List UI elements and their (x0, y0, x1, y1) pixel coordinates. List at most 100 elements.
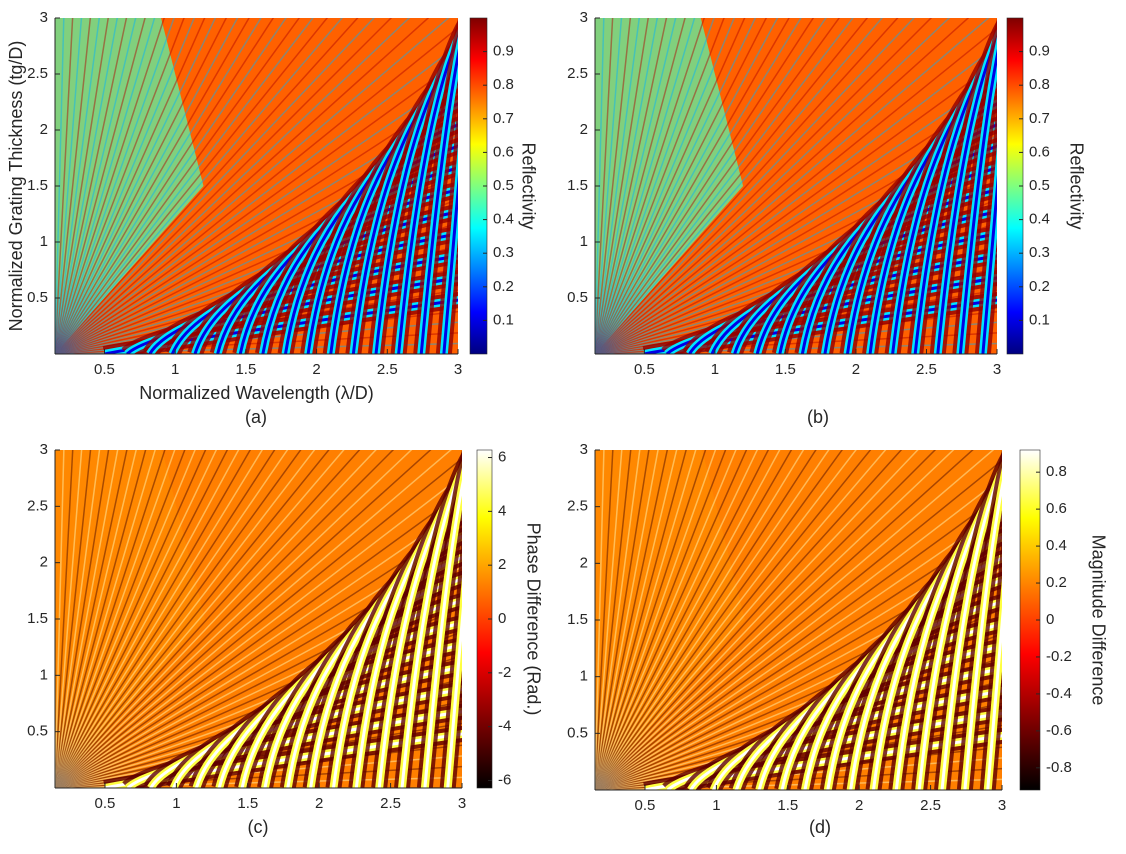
heatmap-texture (595, 450, 872, 790)
y-tick-label: 3 (580, 441, 588, 458)
heatmap-texture (55, 18, 359, 354)
heatmap-texture (55, 18, 65, 354)
heatmap-texture (55, 18, 128, 354)
heatmap-band (423, 479, 462, 788)
colorbar-tick-label: 0 (498, 610, 506, 627)
heatmap-band (917, 477, 1002, 790)
y-tick-label: 3 (580, 9, 588, 26)
heatmap-texture (55, 18, 156, 354)
x-tick-label: 1 (171, 361, 179, 378)
heatmap-texture (55, 450, 432, 788)
heatmap-texture (595, 539, 1002, 790)
heatmap-texture (595, 18, 746, 354)
heatmap-texture (595, 18, 802, 354)
colorbar-tick-label: 0.6 (1046, 500, 1067, 517)
colorbar-label: Phase Difference (Rad.) (523, 523, 543, 716)
heatmap-texture (595, 450, 687, 790)
heatmap-texture (55, 18, 411, 354)
heatmap-texture (595, 18, 779, 354)
heatmap-texture (595, 18, 899, 354)
colorbar-label: Magnitude Difference (1088, 535, 1108, 706)
heatmap-region (55, 18, 204, 354)
heatmap-texture (55, 450, 186, 788)
heatmap-region (55, 450, 205, 788)
heatmap-texture (55, 450, 413, 788)
heatmap-texture (595, 18, 668, 354)
heatmap-texture (55, 450, 101, 788)
colorbar-tick-label: 0.7 (1029, 110, 1050, 127)
heatmap-texture (55, 18, 393, 354)
heatmap-texture (595, 27, 997, 354)
heatmap-texture (55, 18, 250, 354)
heatmap-texture (55, 18, 301, 354)
heatmap-texture (595, 18, 970, 354)
heatmap-texture (595, 18, 632, 354)
heatmap-band (442, 174, 458, 354)
heatmap-band (644, 298, 997, 354)
colorbar-tick-label: 0.4 (1029, 211, 1050, 228)
colorbar-tick-label: 0.5 (493, 177, 514, 194)
heatmap-texture (55, 450, 330, 788)
heatmap-texture (55, 18, 239, 354)
colorbar-tick-label: -0.2 (1046, 648, 1072, 665)
heatmap-texture (595, 18, 677, 354)
x-tick-label: 3 (458, 795, 466, 812)
x-tick-label: 2 (312, 361, 320, 378)
heatmap-texture (595, 18, 696, 354)
heatmap-texture (595, 18, 705, 354)
colorbar-tick-label: 0.8 (1029, 76, 1050, 93)
heatmap-texture (55, 474, 462, 788)
colorbar-tick-label: 6 (498, 449, 506, 466)
heatmap-texture (55, 18, 430, 354)
x-tick-label: 0.5 (94, 361, 115, 378)
heatmap-texture (55, 450, 147, 788)
heatmap-texture (55, 450, 264, 788)
colorbar-tick-label: 0.6 (493, 143, 514, 160)
heatmap-region (595, 18, 744, 354)
colorbar-tick-label: 0.3 (1029, 244, 1050, 261)
heatmap-texture (55, 18, 109, 354)
y-tick-label: 3 (40, 9, 48, 26)
heatmap-texture (55, 450, 218, 788)
y-tick-label: 1.5 (567, 611, 588, 628)
heatmap-texture (595, 450, 770, 790)
heatmap-texture (595, 450, 632, 790)
heatmap-texture (595, 450, 937, 790)
y-tick-label: 2.5 (27, 497, 48, 514)
colorbar-tick-label: -0.8 (1046, 759, 1072, 776)
x-tick-label: 3 (998, 797, 1006, 814)
heatmap-texture (595, 18, 768, 354)
heatmap-band (913, 45, 997, 354)
y-tick-label: 0.5 (27, 289, 48, 306)
y-axis-label: Normalized Grating Thickness (tg/D) (6, 41, 26, 332)
heatmap-texture (595, 18, 790, 354)
heatmap-texture (55, 450, 74, 788)
heatmap-texture (55, 450, 92, 788)
heatmap-texture (55, 18, 450, 354)
colorbar-tick-label: 2 (498, 556, 506, 573)
heatmap-texture (55, 18, 287, 354)
heatmap-band (104, 732, 462, 788)
x-tick-label: 2.5 (377, 361, 398, 378)
panel-label: (a) (245, 407, 267, 427)
heatmap-texture (595, 554, 1002, 790)
heatmap-texture (55, 91, 458, 354)
heatmap-texture (595, 44, 997, 354)
heatmap-band (400, 466, 462, 788)
heatmap-texture (55, 18, 343, 354)
heatmap-texture (55, 450, 137, 788)
heatmap-texture (595, 450, 759, 790)
heatmap-texture (595, 450, 650, 790)
heatmap-texture (55, 18, 83, 354)
y-tick-label: 1 (40, 666, 48, 683)
heatmap-texture (55, 18, 262, 354)
y-tick-label: 2 (580, 121, 588, 138)
heatmap-texture (595, 493, 1002, 790)
heatmap-texture (595, 450, 995, 790)
heatmap-texture (55, 18, 146, 354)
y-tick-label: 1 (580, 233, 588, 250)
heatmap-texture (55, 18, 119, 354)
colorbar-tick-label: 0.1 (493, 311, 514, 328)
x-axis-label: Normalized Wavelength (λ/D) (139, 383, 373, 403)
heatmap-image (595, 18, 997, 354)
